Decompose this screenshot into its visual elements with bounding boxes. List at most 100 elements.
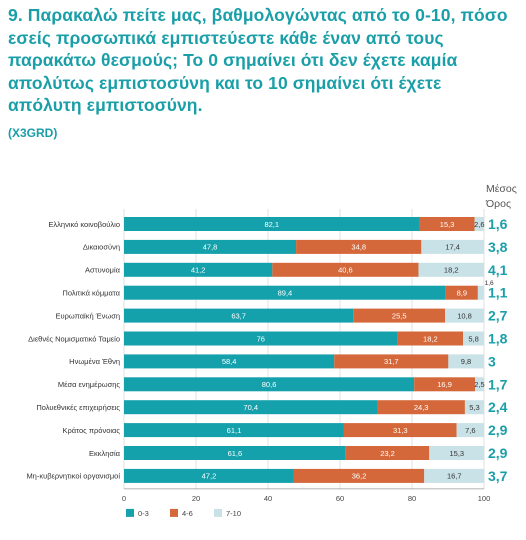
legend-swatch (170, 508, 178, 517)
data-label: 34,8 (351, 243, 366, 252)
data-label: 2,5 (474, 380, 484, 389)
data-label: 2,6 (474, 220, 484, 229)
bar-segment (345, 446, 430, 460)
data-label: 76 (257, 334, 265, 343)
data-label: 1,6 (485, 280, 494, 287)
bar-segment (124, 354, 335, 369)
bar-segment (124, 377, 415, 392)
data-label: 15,3 (440, 220, 455, 229)
x-tick-label: 100 (478, 494, 491, 503)
legend-label: 0-3 (138, 509, 149, 518)
bar-segment (456, 423, 484, 438)
category-label: Ηνωμένα Έθνη (69, 357, 120, 366)
data-label: 24,3 (414, 403, 429, 412)
mean-value: 2,7 (488, 308, 508, 324)
bar-segment (293, 468, 425, 483)
bar-segment (124, 400, 378, 415)
data-label: 9,8 (461, 357, 471, 366)
data-label: 31,7 (384, 357, 399, 366)
x-tick-label: 60 (336, 494, 344, 503)
category-label: Διεθνές Νομισματικό Ταμείο (28, 334, 120, 343)
bar-segment (272, 262, 419, 277)
mean-value: 2,4 (488, 399, 508, 415)
bar-segment (477, 285, 484, 300)
bar-segment (353, 308, 446, 323)
chart-title: 9. Παρακαλώ πείτε μας, βαθμολογώντας από… (8, 5, 508, 115)
bar-segment (124, 262, 273, 277)
data-label: 23,2 (380, 449, 395, 458)
category-label: Δικαιοσύνη (83, 243, 120, 252)
bar-segment (343, 423, 457, 438)
data-label: 18,2 (444, 266, 459, 275)
mean-value: 1,8 (488, 331, 508, 347)
bar-segment (419, 217, 475, 231)
bar-segment (377, 400, 465, 415)
bar-segment (296, 239, 422, 254)
bar-segment (124, 446, 346, 460)
bar-segment (124, 468, 294, 483)
data-label: 40,6 (338, 266, 353, 275)
data-label: 16,9 (437, 380, 452, 389)
bar-segment (421, 239, 484, 254)
data-label: 15,3 (450, 449, 465, 458)
bar-segment (418, 262, 484, 277)
data-label: 47,8 (203, 243, 218, 252)
bar-segment (124, 217, 420, 231)
x-tick-label: 40 (264, 494, 272, 503)
bar-segment (124, 331, 398, 346)
data-label: 61,6 (228, 449, 243, 458)
mean-value: 1,6 (488, 216, 508, 232)
data-label: 70,4 (243, 403, 258, 412)
category-label: Πολυεθνικές επιχειρήσεις (36, 403, 120, 412)
mean-value: 3,8 (488, 239, 508, 255)
mean-value: 3 (488, 353, 496, 369)
data-label: 41,2 (191, 266, 206, 275)
legend-swatch (126, 508, 134, 517)
category-label: Ευρωπαϊκή Ένωση (56, 311, 120, 320)
bar-segment (124, 285, 446, 300)
x-tick-label: 0 (122, 494, 126, 503)
bar-segment (464, 400, 484, 415)
data-label: 31,3 (393, 426, 408, 435)
data-label: 16,7 (447, 472, 462, 481)
category-label: Πολιτικά κόμματα (62, 289, 120, 298)
bar-segment (124, 308, 354, 323)
data-label: 17,4 (445, 243, 460, 252)
legend-label: 4-6 (182, 509, 193, 518)
bar-segment (397, 331, 464, 346)
data-label: 5,8 (468, 334, 478, 343)
category-label: Αστυνομία (85, 266, 121, 275)
category-label: Μέσα ενημέρωσης (58, 380, 120, 389)
mean-value: 2,9 (488, 422, 508, 438)
data-label: 47,2 (202, 472, 217, 481)
bar-segment (334, 354, 449, 369)
data-label: 5,3 (469, 403, 479, 412)
bar-segment (124, 423, 344, 438)
bar-segment (475, 377, 484, 392)
category-label: Κράτος πρόνοιας (63, 426, 121, 435)
data-label: 89,4 (278, 289, 293, 298)
legend-label: 7-10 (226, 509, 241, 518)
bar-segment (429, 446, 485, 460)
data-label: 8,9 (457, 289, 467, 298)
category-label: Μη-κυβερνητικοί οργανισμοί (26, 472, 120, 481)
data-label: 18,2 (423, 334, 438, 343)
bar-segment (448, 354, 484, 369)
mean-header: Μέσος Όρος (486, 183, 517, 210)
data-label: 63,7 (231, 311, 246, 320)
mean-value: 2,9 (488, 445, 508, 461)
bar-segment (414, 377, 475, 392)
data-label: 36,2 (352, 472, 367, 481)
mean-value: 3,7 (488, 468, 508, 484)
bar-segment (463, 331, 484, 346)
data-label: 58,4 (222, 357, 237, 366)
data-label: 25,5 (392, 311, 407, 320)
mean-value: 1,7 (488, 376, 508, 392)
bar-segment (424, 468, 485, 483)
bar-segment (445, 285, 478, 300)
mean-value: 1,1 (488, 285, 508, 301)
bar-segment (474, 217, 484, 231)
category-label: Εκκλησία (89, 449, 121, 458)
mean-value: 4,1 (488, 262, 508, 278)
